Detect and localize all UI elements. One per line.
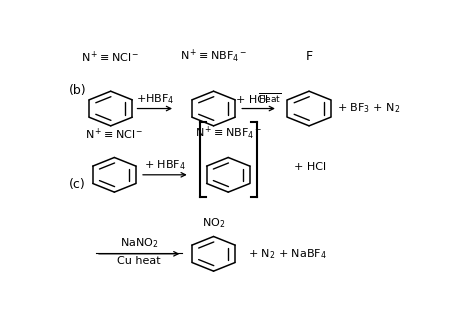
Text: F: F bbox=[305, 50, 313, 63]
Text: + HBF$_4$: + HBF$_4$ bbox=[144, 159, 186, 172]
Text: + HCl: + HCl bbox=[294, 162, 327, 172]
Text: +HBF$_4$: +HBF$_4$ bbox=[136, 92, 174, 106]
Text: Cu heat: Cu heat bbox=[118, 256, 161, 266]
Text: N$^+$$\!\equiv$NCl$^-$: N$^+$$\!\equiv$NCl$^-$ bbox=[85, 126, 144, 142]
Text: N$^+$$\!\equiv$NBF$_4$$^-$: N$^+$$\!\equiv$NBF$_4$$^-$ bbox=[195, 124, 262, 142]
Text: NO$_2$: NO$_2$ bbox=[202, 216, 225, 230]
Text: N$^+$$\!\equiv$NBF$_4$$^-$: N$^+$$\!\equiv$NBF$_4$$^-$ bbox=[180, 48, 247, 65]
Text: NaNO$_2$: NaNO$_2$ bbox=[120, 236, 158, 250]
Text: + HCl: + HCl bbox=[236, 95, 268, 105]
Text: $\overline{\mathrm{Heat}}$: $\overline{\mathrm{Heat}}$ bbox=[258, 91, 281, 105]
Text: (b): (b) bbox=[68, 84, 86, 97]
Text: (c): (c) bbox=[68, 178, 85, 192]
Text: + N$_2$ + NaBF$_4$: + N$_2$ + NaBF$_4$ bbox=[248, 247, 327, 261]
Text: + BF$_3$ + N$_2$: + BF$_3$ + N$_2$ bbox=[337, 102, 400, 116]
Text: N$^+$$\!\equiv$NCl$^-$: N$^+$$\!\equiv$NCl$^-$ bbox=[82, 50, 140, 65]
